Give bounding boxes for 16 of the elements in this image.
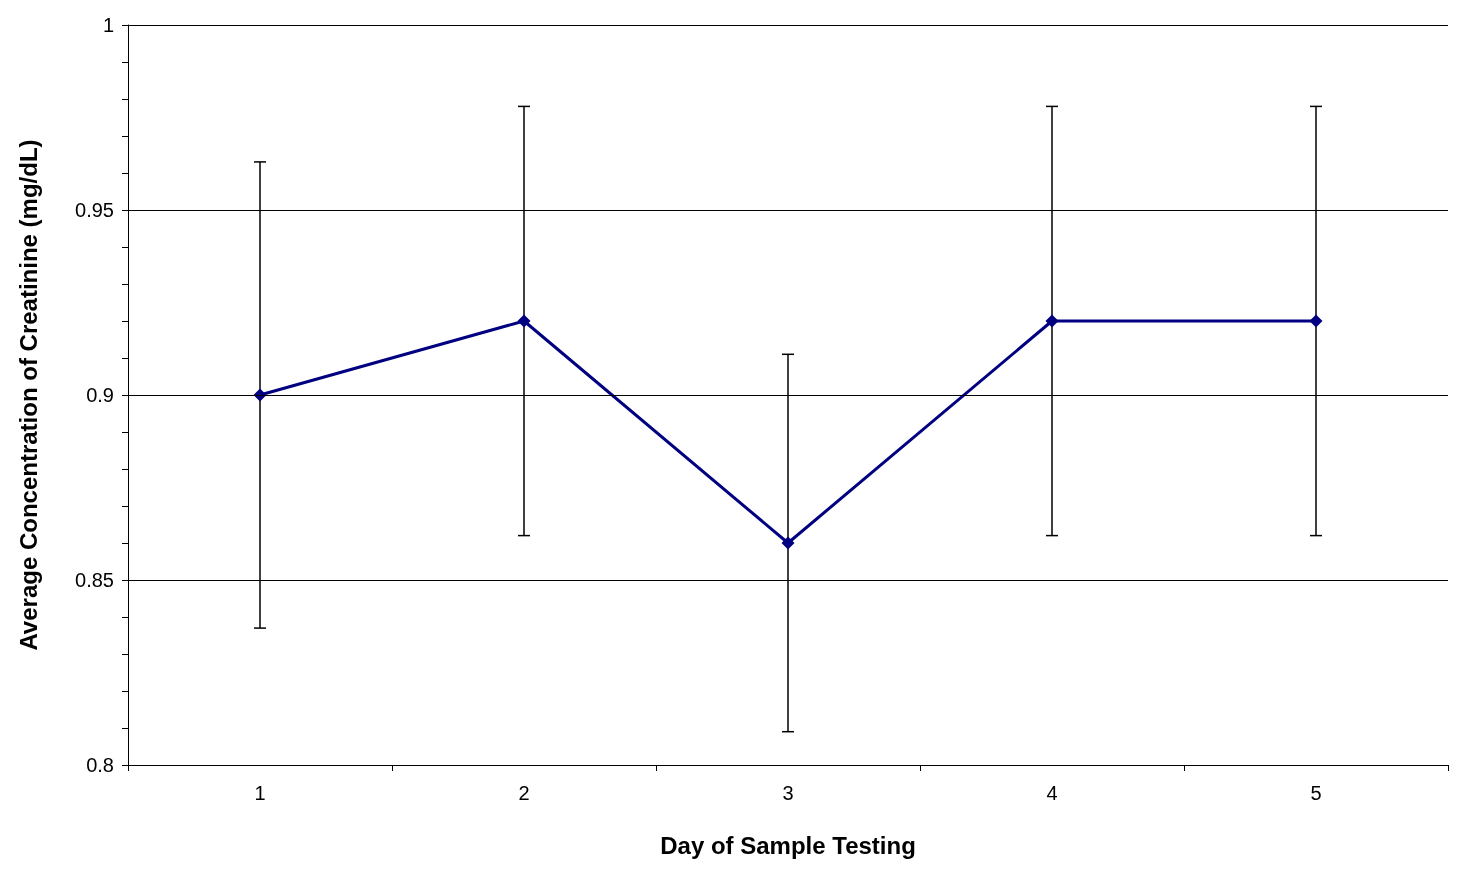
point	[1045, 314, 1059, 328]
y-tick-label: 1	[102, 14, 114, 36]
y-tick-label: 0.9	[86, 384, 114, 406]
x-tick-label: 3	[782, 782, 794, 804]
point	[781, 536, 795, 550]
x-tick-label: 5	[1310, 782, 1322, 804]
y-tick-label: 0.95	[75, 199, 114, 221]
y-axis-title: Average Concentration of Creatinine (mg/dL)	[14, 139, 42, 651]
x-axis-title: Day of Sample Testing	[660, 831, 916, 859]
x-tick-label: 1	[254, 782, 266, 804]
y-tick-label: 0.8	[86, 754, 114, 776]
x-tick-label: 4	[1046, 782, 1058, 804]
y-tick-label: 0.85	[75, 569, 114, 591]
point	[1309, 314, 1323, 328]
point	[517, 314, 531, 328]
x-tick-label: 2	[518, 782, 530, 804]
